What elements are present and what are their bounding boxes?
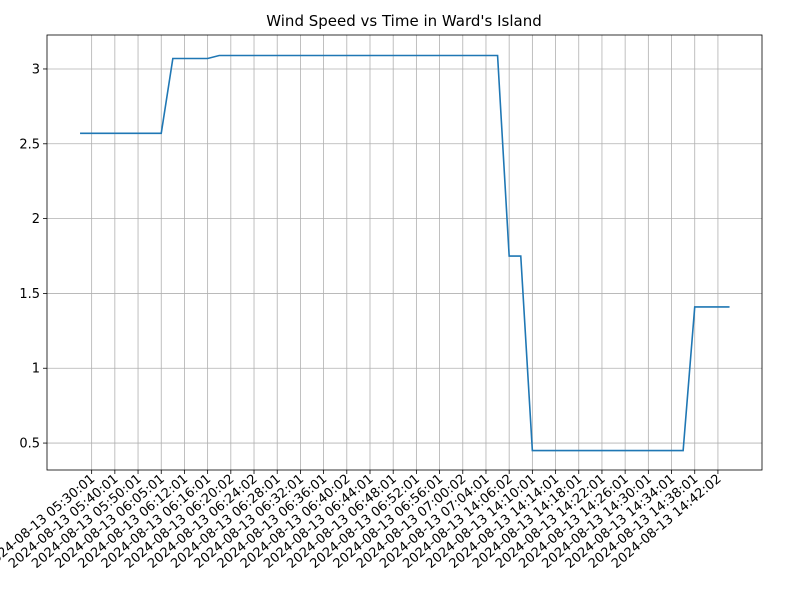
y-tick-label: 1.5 [19, 287, 40, 302]
y-tick-label: 2 [32, 212, 40, 227]
y-tick-label: 0.5 [19, 437, 40, 452]
y-tick-label: 2.5 [19, 137, 40, 152]
y-tick-label: 1 [32, 362, 40, 377]
chart-title: Wind Speed vs Time in Ward's Island [266, 12, 541, 30]
data-line [80, 54, 730, 452]
y-tick-label: 3 [32, 62, 40, 77]
plot-frame [46, 34, 763, 471]
